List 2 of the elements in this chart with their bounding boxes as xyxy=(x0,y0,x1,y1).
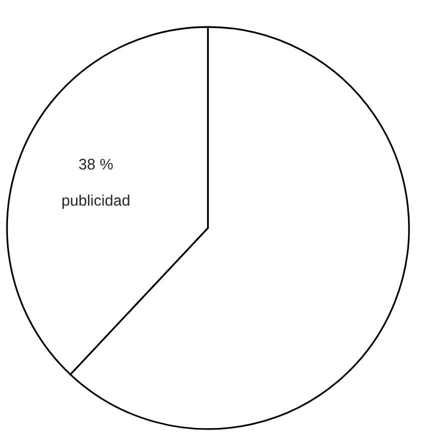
data-label: 38 % xyxy=(79,158,113,170)
slice-label: publicidad xyxy=(62,194,130,209)
